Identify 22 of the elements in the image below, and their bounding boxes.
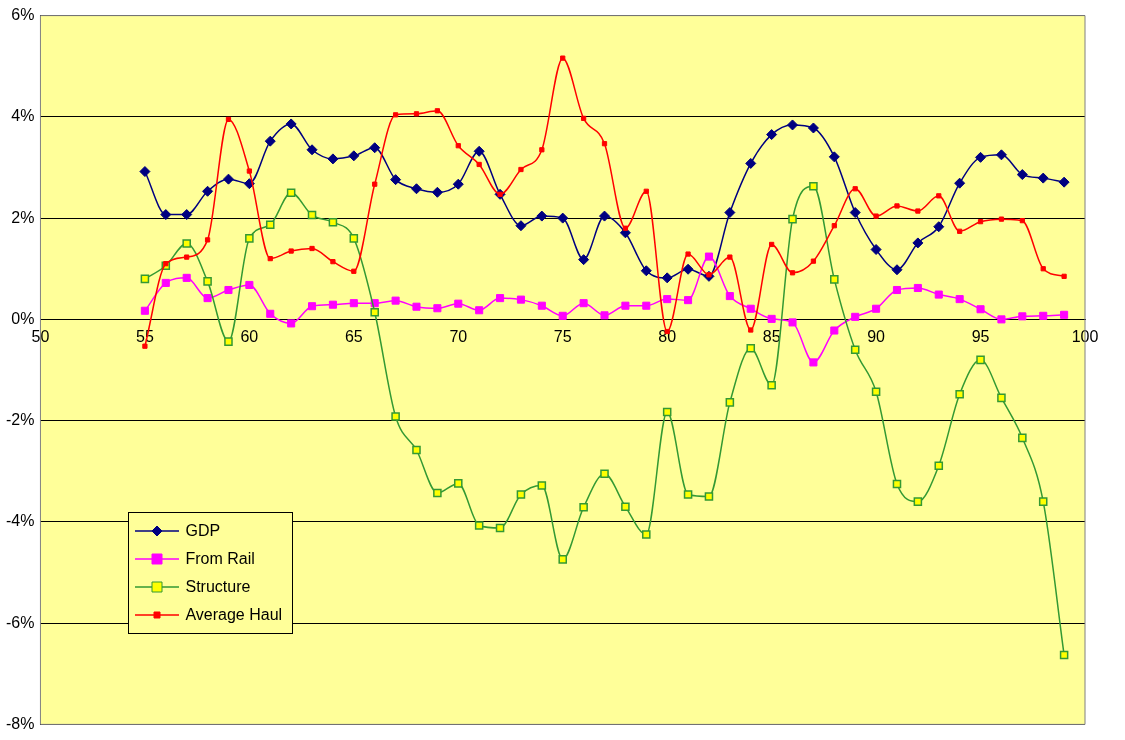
y-tick-label: 4% bbox=[11, 107, 35, 125]
x-tick-label: 75 bbox=[553, 328, 572, 346]
y-tick-label: -8% bbox=[6, 714, 35, 732]
y-tick-label: 6% bbox=[11, 6, 35, 24]
x-tick-label: 100 bbox=[1071, 328, 1099, 346]
legend-label: Average Haul bbox=[185, 606, 283, 625]
y-tick-label: -4% bbox=[6, 512, 35, 530]
x-tick-label: 90 bbox=[867, 328, 886, 346]
y-tick-label: 2% bbox=[11, 208, 35, 226]
x-tick-label: 50 bbox=[31, 328, 50, 346]
x-tick-label: 85 bbox=[762, 328, 781, 346]
y-tick-label: -6% bbox=[6, 613, 35, 631]
x-tick-label: 60 bbox=[240, 328, 259, 346]
legend-label: From Rail bbox=[185, 550, 255, 569]
x-tick-label: 70 bbox=[449, 328, 468, 346]
y-tick-label: 0% bbox=[11, 309, 35, 327]
legend-label: Structure bbox=[185, 578, 251, 597]
legend-label: GDP bbox=[185, 522, 221, 541]
x-tick-label: 65 bbox=[344, 328, 363, 346]
x-tick-label: 95 bbox=[971, 328, 990, 346]
y-tick-label: -2% bbox=[6, 411, 35, 429]
x-tick-label: 80 bbox=[658, 328, 677, 346]
